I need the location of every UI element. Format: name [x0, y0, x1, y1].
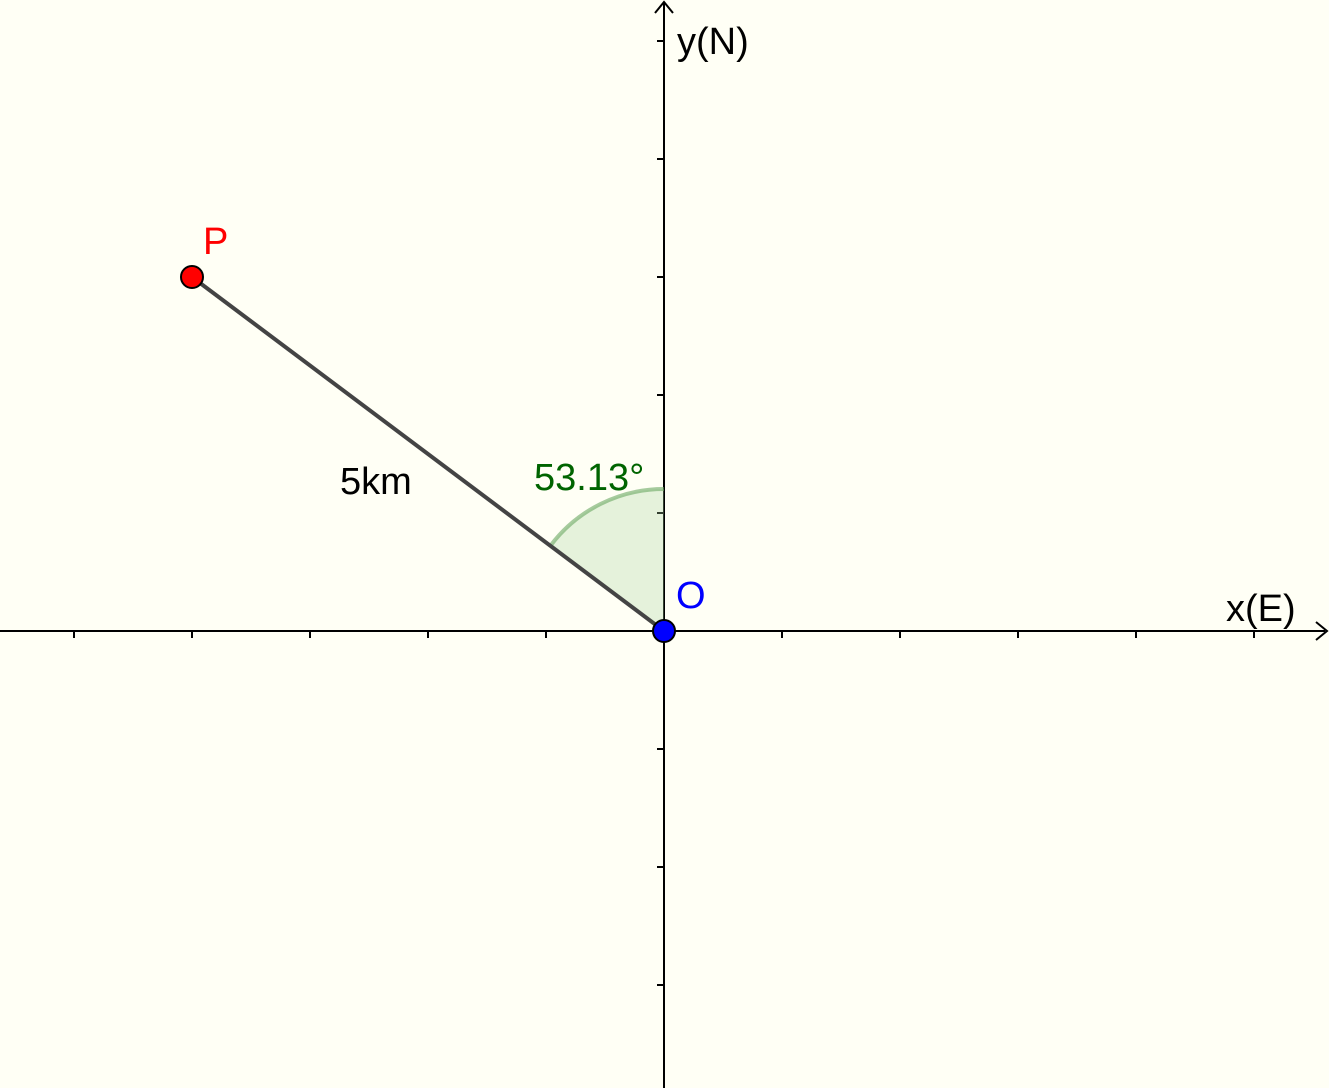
segment-op: [190, 275, 666, 633]
x-axis-label: x(E): [1226, 588, 1296, 630]
angle-sector: [550, 489, 664, 631]
angle-arc: [548, 487, 665, 548]
point-p-label: P: [203, 221, 228, 263]
y-axis-ticks: [657, 40, 664, 986]
x-axis-ticks: [73, 631, 1255, 638]
point-p[interactable]: [180, 265, 204, 289]
x-axis-arrow-icon: [1315, 621, 1329, 641]
y-axis-arrow-icon: [654, 0, 674, 14]
segment-length-label: 5km: [340, 461, 412, 503]
angle-label: 53.13°: [534, 457, 644, 499]
point-o[interactable]: [652, 619, 676, 643]
point-o-label: O: [676, 575, 706, 617]
y-axis-label: y(N): [677, 21, 749, 63]
